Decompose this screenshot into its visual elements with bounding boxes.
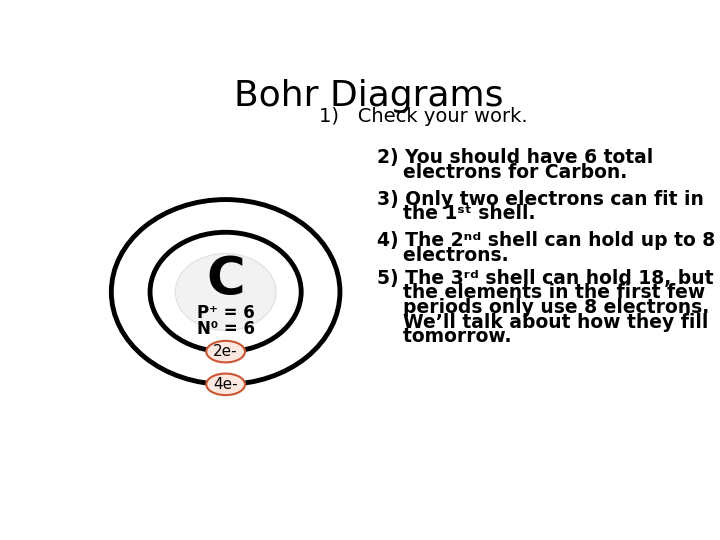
Text: We’ll talk about how they fill: We’ll talk about how they fill <box>377 313 708 332</box>
Text: 2) You should have 6 total: 2) You should have 6 total <box>377 148 653 167</box>
Text: 4) The 2ⁿᵈ shell can hold up to 8: 4) The 2ⁿᵈ shell can hold up to 8 <box>377 231 715 250</box>
Text: 5) The 3ʳᵈ shell can hold 18, but: 5) The 3ʳᵈ shell can hold 18, but <box>377 269 714 288</box>
Text: the elements in the first few: the elements in the first few <box>377 284 705 302</box>
Text: C: C <box>206 254 245 306</box>
Text: 3) Only two electrons can fit in: 3) Only two electrons can fit in <box>377 190 703 208</box>
Text: electrons.: electrons. <box>377 246 508 265</box>
Text: periods only use 8 electrons.: periods only use 8 electrons. <box>377 298 709 317</box>
Ellipse shape <box>206 341 245 362</box>
Text: tomorrow.: tomorrow. <box>377 327 511 346</box>
Text: Bohr Diagrams: Bohr Diagrams <box>234 79 504 113</box>
Text: 4e-: 4e- <box>213 377 238 392</box>
Text: electrons for Carbon.: electrons for Carbon. <box>377 163 627 181</box>
Ellipse shape <box>206 374 245 395</box>
Text: the 1ˢᵗ shell.: the 1ˢᵗ shell. <box>377 204 535 223</box>
Text: 2e-: 2e- <box>213 344 238 359</box>
Text: P⁺ = 6: P⁺ = 6 <box>197 304 254 322</box>
Text: N⁰ = 6: N⁰ = 6 <box>197 320 255 338</box>
Text: 1)   Check your work.: 1) Check your work. <box>319 107 528 126</box>
Ellipse shape <box>175 253 276 330</box>
